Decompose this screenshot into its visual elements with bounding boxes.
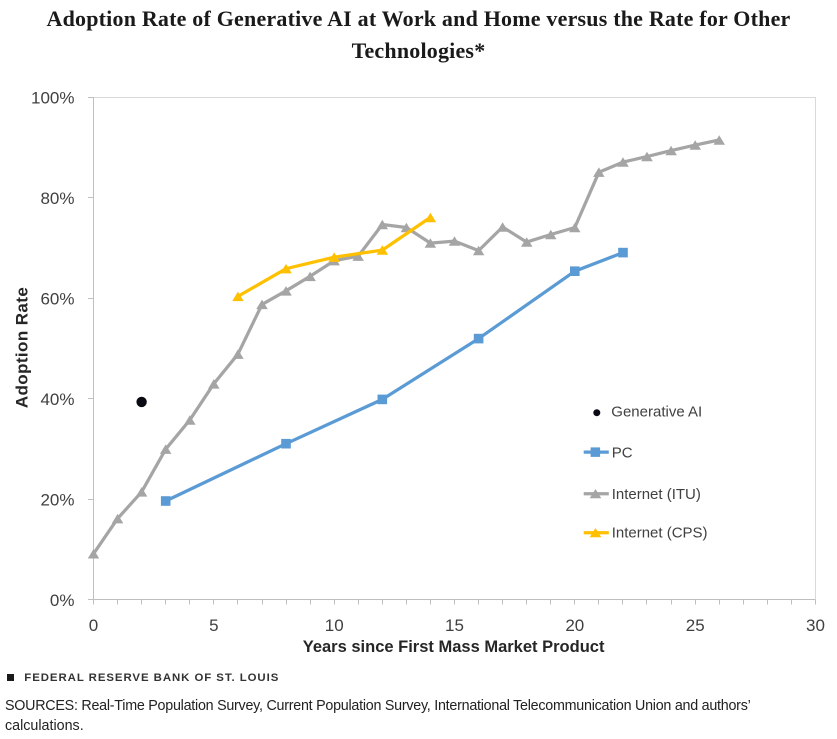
svg-text:Generative AI: Generative AI	[611, 404, 702, 421]
svg-text:100%: 100%	[31, 89, 74, 108]
svg-text:0%: 0%	[50, 591, 75, 610]
svg-text:10: 10	[325, 616, 344, 635]
svg-text:5: 5	[209, 616, 218, 635]
svg-text:Years since First Mass Market: Years since First Mass Market Product	[303, 638, 605, 656]
svg-text:Internet (CPS): Internet (CPS)	[612, 525, 708, 542]
svg-text:25: 25	[686, 616, 705, 635]
svg-text:PC: PC	[612, 444, 633, 461]
svg-text:40%: 40%	[40, 390, 74, 409]
svg-text:15: 15	[445, 616, 464, 635]
svg-text:30: 30	[806, 616, 825, 635]
svg-text:20%: 20%	[40, 491, 74, 510]
svg-text:60%: 60%	[40, 290, 74, 309]
svg-text:Internet (ITU): Internet (ITU)	[612, 486, 701, 503]
svg-text:80%: 80%	[40, 189, 74, 208]
svg-text:Adoption Rate: Adoption Rate	[13, 287, 32, 408]
svg-text:20: 20	[565, 616, 584, 635]
svg-text:0: 0	[89, 616, 98, 635]
